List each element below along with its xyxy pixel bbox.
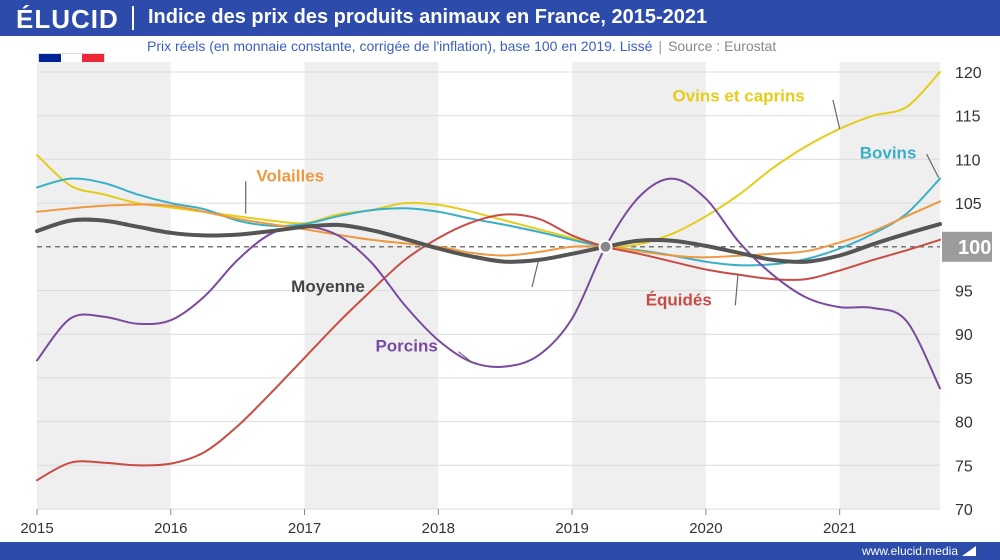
- chart-subtitle: Prix réels (en monnaie constante, corrig…: [147, 38, 776, 54]
- year-bands: [37, 62, 940, 509]
- x-tick-label: 2018: [422, 520, 455, 537]
- series-annotations: Ovins et caprins Bovins Volailles Équidés Po…: [245, 87, 940, 363]
- y-tick-label: 80: [955, 415, 973, 432]
- series-line-moyenne: [35, 217, 942, 264]
- annotation-pointer: [926, 153, 940, 179]
- series-label-volailles: Volailles: [256, 166, 324, 185]
- line-chart: Ovins et caprins Bovins Volailles Équidés Po…: [20, 62, 992, 537]
- y-tick-label: 115: [955, 109, 981, 126]
- annotation-pointer: [458, 351, 473, 363]
- x-tick-label: 2021: [823, 520, 856, 537]
- y-tick-label: 75: [955, 458, 973, 475]
- x-axis-ticks: 2015 2016 2017 2018 2019 2020 2021: [20, 509, 856, 537]
- year-band: [304, 62, 439, 509]
- series-label-moyenne: Moyenne: [291, 277, 365, 296]
- chart-title: Indice des prix des produits animaux en …: [148, 6, 708, 28]
- series-line-ovins-et-caprins: [36, 71, 941, 249]
- year-band: [37, 62, 171, 509]
- series-line-volailles: [36, 200, 941, 259]
- logo-separator: [132, 6, 134, 30]
- x-tick-label: 2016: [154, 520, 187, 537]
- x-tick-label: 2017: [288, 520, 321, 537]
- series-lines: [35, 71, 942, 482]
- source-text: Source : Eurostat: [668, 38, 777, 54]
- series-label-bovins: Bovins: [860, 144, 917, 163]
- footer-bar: www.elucid.media: [0, 542, 1000, 560]
- y-tick-label: 105: [955, 196, 982, 213]
- x-tick-label: 2020: [689, 520, 722, 537]
- series-line-porcins: [36, 177, 941, 390]
- series-label-ovins-et-caprins: Ovins et caprins: [672, 87, 804, 106]
- subtitle-text: Prix réels (en monnaie constante, corrig…: [147, 38, 653, 54]
- y-axis-ticks: 70 75 80 85 90 95 100 105 110 115 120: [942, 65, 992, 519]
- x-tick-label: 2019: [555, 520, 588, 537]
- series-line-equides: [36, 213, 941, 482]
- header-bar: ÉLUCID Indice des prix des produits anim…: [0, 0, 1000, 36]
- year-band: [572, 62, 706, 509]
- annotation-pointer: [531, 259, 540, 288]
- y-tick-highlight-box: [942, 231, 992, 262]
- gridlines: [37, 71, 940, 510]
- site-url: www.elucid.media: [861, 544, 958, 558]
- source-separator: |: [658, 38, 663, 54]
- annotation-pointer: [832, 99, 841, 129]
- y-tick-label: 90: [955, 327, 973, 344]
- y-tick-label-highlight: 100: [958, 237, 991, 259]
- brand-triangle-icon: [962, 546, 976, 556]
- series-label-equides: Équidés: [646, 290, 712, 309]
- y-tick-label: 110: [955, 152, 981, 169]
- y-tick-label: 95: [955, 284, 973, 301]
- y-tick-label: 70: [955, 502, 973, 519]
- elucid-logo: ÉLUCID: [16, 4, 119, 34]
- base-point: [598, 239, 613, 254]
- annotation-pointer: [734, 273, 739, 306]
- series-label-porcins: Porcins: [375, 337, 437, 356]
- year-band: [839, 62, 940, 509]
- base-point-marker: [598, 239, 613, 254]
- x-tick-label: 2015: [20, 520, 53, 537]
- y-tick-label: 120: [955, 65, 982, 82]
- y-tick-label: 85: [955, 371, 973, 388]
